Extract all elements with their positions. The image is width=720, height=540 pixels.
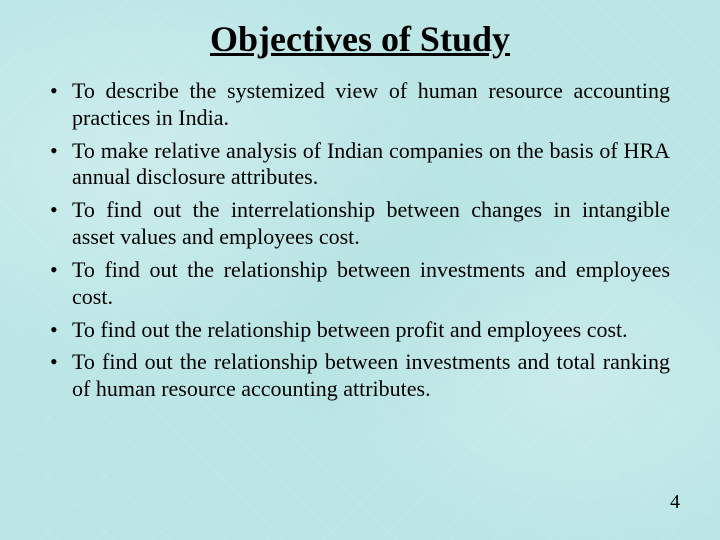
page-number: 4 [670,491,680,514]
slide-title: Objectives of Study [50,18,670,60]
list-item: To find out the interrelationship betwee… [72,197,670,251]
bullet-list: To describe the systemized view of human… [50,78,670,403]
slide-container: Objectives of Study To describe the syst… [0,0,720,540]
list-item: To find out the relationship between inv… [72,257,670,311]
list-item: To find out the relationship between pro… [72,317,670,344]
list-item: To find out the relationship between inv… [72,349,670,403]
list-item: To make relative analysis of Indian comp… [72,138,670,192]
list-item: To describe the systemized view of human… [72,78,670,132]
